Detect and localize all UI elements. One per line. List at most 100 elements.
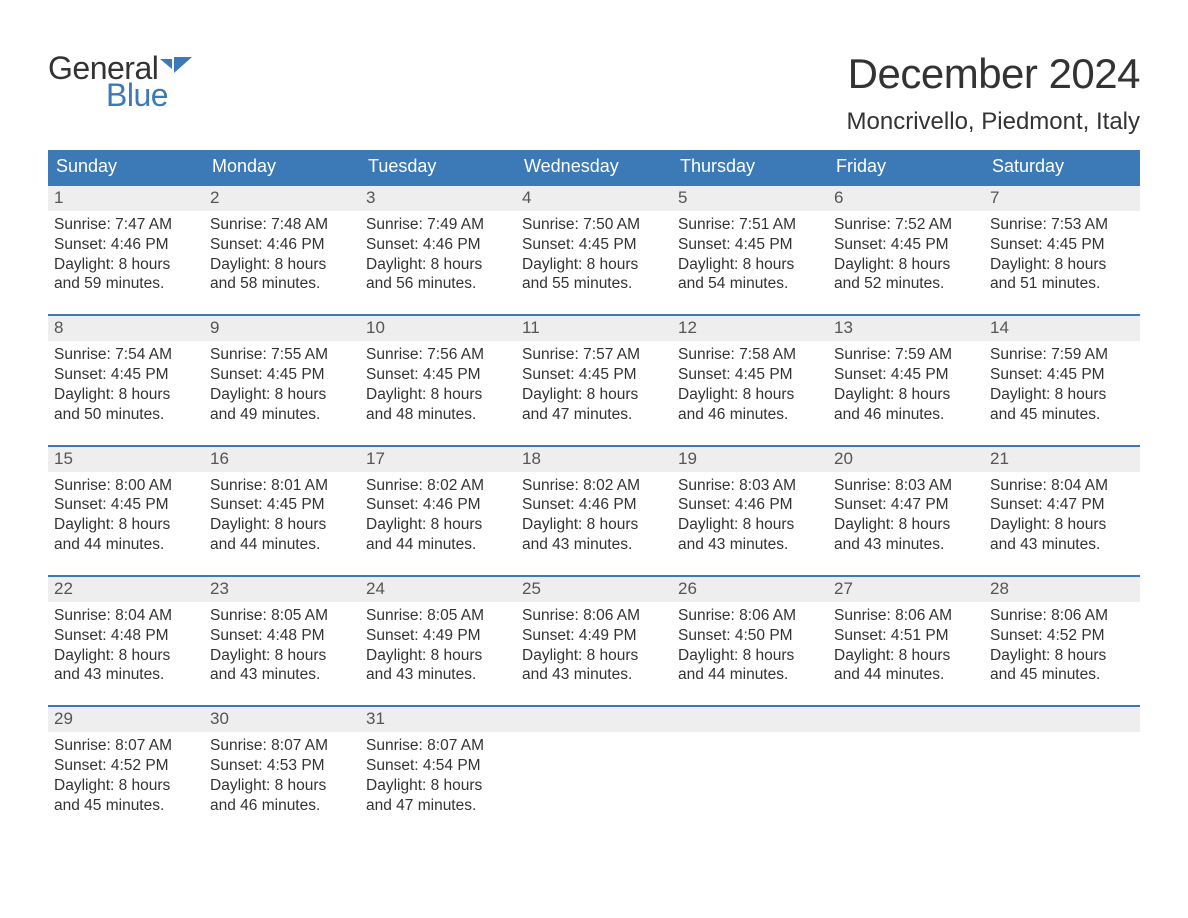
calendar-week: 8Sunrise: 7:54 AMSunset: 4:45 PMDaylight… [48,314,1140,430]
sunrise-line: Sunrise: 7:52 AM [834,215,978,235]
day-number: 10 [366,318,385,337]
day-details: Sunrise: 8:06 AMSunset: 4:51 PMDaylight:… [828,602,984,685]
sunset-line: Sunset: 4:47 PM [990,495,1134,515]
calendar-day: 24Sunrise: 8:05 AMSunset: 4:49 PMDayligh… [360,577,516,691]
calendar-day: 6Sunrise: 7:52 AMSunset: 4:45 PMDaylight… [828,186,984,300]
brand-word-2: Blue [106,77,168,114]
calendar-day: 3Sunrise: 7:49 AMSunset: 4:46 PMDaylight… [360,186,516,300]
day-number: 27 [834,579,853,598]
day-details: Sunrise: 7:49 AMSunset: 4:46 PMDaylight:… [360,211,516,294]
daylight-line: Daylight: 8 hours and 46 minutes. [678,385,822,425]
daylight-line: Daylight: 8 hours and 56 minutes. [366,255,510,295]
calendar-day [516,707,672,821]
day-details: Sunrise: 8:05 AMSunset: 4:49 PMDaylight:… [360,602,516,685]
weekday-header: Sunday [48,150,204,184]
daylight-line: Daylight: 8 hours and 44 minutes. [834,646,978,686]
day-number: 16 [210,449,229,468]
sunset-line: Sunset: 4:45 PM [678,365,822,385]
sunset-line: Sunset: 4:47 PM [834,495,978,515]
calendar-day: 20Sunrise: 8:03 AMSunset: 4:47 PMDayligh… [828,447,984,561]
weekday-header: Tuesday [360,150,516,184]
sunset-line: Sunset: 4:52 PM [990,626,1134,646]
calendar-day: 21Sunrise: 8:04 AMSunset: 4:47 PMDayligh… [984,447,1140,561]
sunset-line: Sunset: 4:46 PM [678,495,822,515]
day-details: Sunrise: 8:02 AMSunset: 4:46 PMDaylight:… [516,472,672,555]
day-details: Sunrise: 7:56 AMSunset: 4:45 PMDaylight:… [360,341,516,424]
weekday-header: Wednesday [516,150,672,184]
daylight-line: Daylight: 8 hours and 51 minutes. [990,255,1134,295]
daylight-line: Daylight: 8 hours and 52 minutes. [834,255,978,295]
calendar-day: 26Sunrise: 8:06 AMSunset: 4:50 PMDayligh… [672,577,828,691]
day-details: Sunrise: 8:05 AMSunset: 4:48 PMDaylight:… [204,602,360,685]
calendar-day: 18Sunrise: 8:02 AMSunset: 4:46 PMDayligh… [516,447,672,561]
daylight-line: Daylight: 8 hours and 43 minutes. [54,646,198,686]
daylight-line: Daylight: 8 hours and 43 minutes. [522,515,666,555]
day-number: 29 [54,709,73,728]
sunset-line: Sunset: 4:52 PM [54,756,198,776]
calendar-day: 13Sunrise: 7:59 AMSunset: 4:45 PMDayligh… [828,316,984,430]
day-details: Sunrise: 8:07 AMSunset: 4:53 PMDaylight:… [204,732,360,815]
sunrise-line: Sunrise: 8:05 AM [210,606,354,626]
calendar-day [828,707,984,821]
weekday-header: Monday [204,150,360,184]
calendar-day: 25Sunrise: 8:06 AMSunset: 4:49 PMDayligh… [516,577,672,691]
day-details: Sunrise: 7:55 AMSunset: 4:45 PMDaylight:… [204,341,360,424]
daylight-line: Daylight: 8 hours and 48 minutes. [366,385,510,425]
day-number: 15 [54,449,73,468]
daylight-line: Daylight: 8 hours and 43 minutes. [522,646,666,686]
daylight-line: Daylight: 8 hours and 46 minutes. [834,385,978,425]
day-number: 1 [54,188,63,207]
day-details: Sunrise: 8:06 AMSunset: 4:50 PMDaylight:… [672,602,828,685]
daylight-line: Daylight: 8 hours and 44 minutes. [54,515,198,555]
calendar-day: 16 Sunrise: 8:01 AMSunset: 4:45 PMDayligh… [204,447,360,561]
sunset-line: Sunset: 4:45 PM [834,235,978,255]
sunrise-line: Sunrise: 7:56 AM [366,345,510,365]
day-details: Sunrise: 7:59 AMSunset: 4:45 PMDaylight:… [984,341,1140,424]
day-number: 7 [990,188,999,207]
sunset-line: Sunset: 4:45 PM [522,235,666,255]
sunset-line: Sunset: 4:45 PM [54,495,198,515]
sunrise-line: Sunrise: 8:03 AM [834,476,978,496]
sunset-line: Sunset: 4:46 PM [366,235,510,255]
daylight-line: Daylight: 8 hours and 46 minutes. [210,776,354,816]
sunrise-line: Sunrise: 7:48 AM [210,215,354,235]
daylight-line: Daylight: 8 hours and 49 minutes. [210,385,354,425]
location-subtitle: Moncrivello, Piedmont, Italy [847,108,1140,136]
calendar-week: 15Sunrise: 8:00 AMSunset: 4:45 PMDayligh… [48,445,1140,561]
day-number: 4 [522,188,531,207]
sunset-line: Sunset: 4:53 PM [210,756,354,776]
day-details: Sunrise: 8:01 AMSunset: 4:45 PMDaylight:… [204,472,360,555]
calendar-week: 29Sunrise: 8:07 AMSunset: 4:52 PMDayligh… [48,705,1140,821]
day-details: Sunrise: 7:57 AMSunset: 4:45 PMDaylight:… [516,341,672,424]
sunrise-line: Sunrise: 8:06 AM [834,606,978,626]
sunrise-line: Sunrise: 8:04 AM [54,606,198,626]
sunset-line: Sunset: 4:46 PM [54,235,198,255]
day-number: 5 [678,188,687,207]
calendar-day: 10 Sunrise: 7:56 AMSunset: 4:45 PMDayligh… [360,316,516,430]
daylight-line: Daylight: 8 hours and 45 minutes. [990,646,1134,686]
daylight-line: Daylight: 8 hours and 44 minutes. [678,646,822,686]
calendar-day: 29Sunrise: 8:07 AMSunset: 4:52 PMDayligh… [48,707,204,821]
daylight-line: Daylight: 8 hours and 43 minutes. [678,515,822,555]
sunrise-line: Sunrise: 7:59 AM [990,345,1134,365]
daylight-line: Daylight: 8 hours and 44 minutes. [366,515,510,555]
daylight-line: Daylight: 8 hours and 45 minutes. [990,385,1134,425]
sunset-line: Sunset: 4:48 PM [54,626,198,646]
calendar-day: 1 Sunrise: 7:47 AMSunset: 4:46 PMDaylight… [48,186,204,300]
sunset-line: Sunset: 4:46 PM [210,235,354,255]
sunrise-line: Sunrise: 8:04 AM [990,476,1134,496]
day-details: Sunrise: 7:47 AMSunset: 4:46 PMDaylight:… [48,211,204,294]
daylight-line: Daylight: 8 hours and 45 minutes. [54,776,198,816]
sunset-line: Sunset: 4:46 PM [522,495,666,515]
day-details: Sunrise: 8:06 AMSunset: 4:52 PMDaylight:… [984,602,1140,685]
calendar-day: 17Sunrise: 8:02 AMSunset: 4:46 PMDayligh… [360,447,516,561]
daylight-line: Daylight: 8 hours and 44 minutes. [210,515,354,555]
day-details: Sunrise: 7:51 AMSunset: 4:45 PMDaylight:… [672,211,828,294]
weekday-header: Friday [828,150,984,184]
daylight-line: Daylight: 8 hours and 47 minutes. [522,385,666,425]
sunrise-line: Sunrise: 8:06 AM [678,606,822,626]
day-number: 31 [366,709,385,728]
calendar-day [672,707,828,821]
day-details: Sunrise: 7:58 AMSunset: 4:45 PMDaylight:… [672,341,828,424]
sunrise-line: Sunrise: 8:06 AM [990,606,1134,626]
